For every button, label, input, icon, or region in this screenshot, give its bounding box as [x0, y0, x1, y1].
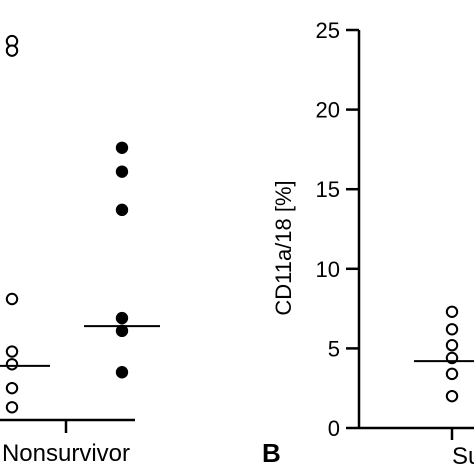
y-tick-label: 0 [328, 416, 340, 441]
y-tick-label: 5 [328, 336, 340, 361]
y-tick-label: 15 [316, 177, 340, 202]
data-point [5, 358, 19, 371]
y-axis-title: CD11a/18 [%] [271, 180, 296, 315]
data-point [115, 203, 129, 217]
data-point [115, 311, 129, 325]
data-point [445, 367, 459, 381]
data-point [5, 292, 19, 306]
panel-b-letter: B [262, 438, 281, 468]
category-label-nonsurvivor: Nonsurvivor [2, 440, 130, 467]
data-point [5, 401, 19, 414]
y-tick-label: 25 [316, 18, 340, 43]
data-point [5, 345, 19, 358]
data-point [115, 141, 129, 154]
panel-a: Nonsurvivor [0, 34, 160, 467]
y-tick-label: 10 [316, 257, 340, 282]
data-point [445, 389, 459, 403]
data-point [445, 323, 459, 336]
data-point [445, 339, 459, 352]
y-tick-label: 20 [316, 98, 340, 123]
data-point [445, 305, 459, 318]
data-point [115, 324, 129, 338]
data-point [115, 165, 129, 178]
data-point [5, 381, 19, 395]
data-point [5, 44, 19, 57]
panel-a-points [0, 34, 160, 414]
panel-b-points [414, 305, 474, 403]
panel-b: B CD11a/18 [%] 0 5 10 15 20 25 Su [262, 18, 474, 470]
panel-b-y-ticks: 0 5 10 15 20 25 [316, 18, 359, 441]
data-point [115, 366, 129, 379]
category-label-survivor: Su [452, 443, 474, 470]
